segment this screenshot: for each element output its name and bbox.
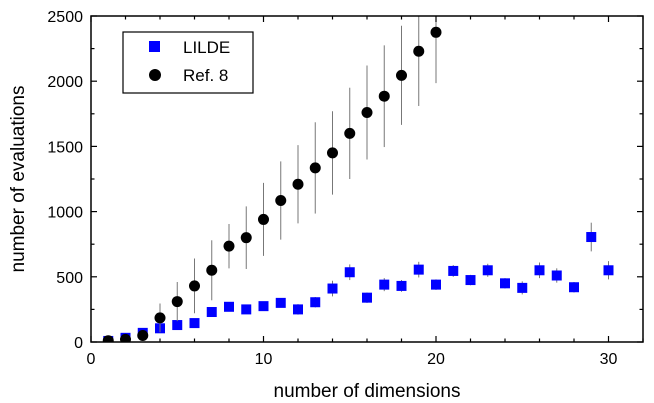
data-point-square [500, 278, 510, 289]
data-point-circle [240, 232, 252, 244]
data-point-square [241, 304, 252, 315]
legend-box [122, 31, 254, 94]
data-point-square [465, 275, 476, 286]
y-tick-label: 1000 [47, 205, 83, 222]
y-tick-label: 1500 [47, 139, 83, 156]
data-point-square [293, 304, 303, 315]
y-tick-label: 0 [74, 335, 83, 352]
data-point-square [517, 282, 528, 293]
y-tick-label: 500 [56, 270, 83, 287]
data-point-square [344, 267, 355, 278]
series-ref8 [102, 16, 442, 342]
data-point-square [379, 279, 390, 290]
legend-label-lilde: LILDE [183, 38, 230, 57]
data-point-square [431, 279, 441, 290]
data-point-square [448, 265, 459, 276]
data-point-circle [344, 127, 356, 139]
y-tick-label: 2000 [47, 74, 83, 91]
data-point-circle [430, 26, 442, 38]
data-point-square [413, 264, 424, 275]
data-point-square [551, 270, 562, 281]
legend: LILDE Ref. 8 [122, 31, 254, 94]
x-tick-label: 0 [87, 351, 96, 368]
data-point-square [258, 301, 269, 312]
data-point-square [172, 320, 183, 331]
data-point-square [275, 297, 286, 308]
data-point-circle [361, 106, 373, 118]
series-layer [102, 16, 614, 342]
data-point-circle [275, 195, 287, 207]
legend-marker-ref8 [149, 69, 161, 81]
data-point-circle [102, 335, 114, 342]
data-point-square [534, 265, 545, 276]
plot-area [102, 16, 614, 342]
data-point-circle [206, 264, 218, 276]
data-point-square [569, 282, 579, 293]
data-point-square [327, 283, 338, 294]
data-point-square [206, 307, 217, 318]
data-point-circle [120, 333, 131, 342]
data-point-square [586, 232, 597, 243]
data-point-circle [413, 45, 425, 57]
legend-label-ref8: Ref. 8 [183, 66, 228, 85]
data-point-circle [309, 162, 321, 174]
data-point-circle [327, 147, 338, 159]
x-axis-label: number of dimensions [274, 381, 461, 402]
data-point-circle [171, 296, 183, 308]
data-point-square [603, 265, 614, 276]
data-point-circle [378, 90, 390, 102]
data-point-square [189, 318, 200, 329]
data-point-circle [154, 312, 166, 324]
data-point-circle [292, 178, 304, 190]
y-axis-label: number of evaluations [8, 86, 29, 273]
y-tick-label: 2500 [47, 9, 83, 26]
x-tick-label: 10 [255, 351, 273, 368]
data-point-circle [137, 329, 149, 341]
data-point-circle [189, 280, 200, 292]
data-point-square [362, 292, 372, 303]
data-point-circle [223, 240, 235, 252]
data-point-square [396, 280, 407, 291]
data-point-square [482, 265, 493, 276]
x-tick-label: 20 [427, 351, 445, 368]
x-tick-label: 30 [600, 351, 618, 368]
series-lilde [103, 222, 614, 342]
legend-marker-lilde [149, 41, 160, 52]
data-point-circle [258, 213, 269, 225]
data-point-square [310, 297, 321, 308]
axes-layer: 0 10 20 30 0 500 1000 1500 2000 2500 [47, 9, 644, 368]
data-point-circle [396, 69, 407, 81]
data-point-square [224, 301, 234, 312]
